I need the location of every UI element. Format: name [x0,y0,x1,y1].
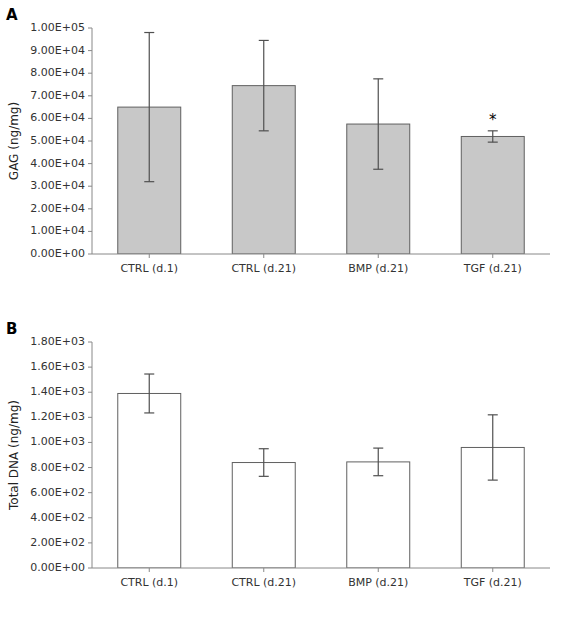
y-tick [88,517,92,518]
y-tick-label: 2.00E+02 [30,536,85,549]
y-tick-label: 0.00E+00 [30,561,85,574]
y-tick [88,118,92,119]
y-tick-label: 1.00E+04 [30,224,85,237]
y-tick-label: 5.00E+04 [30,134,85,147]
y-tick [88,50,92,51]
error-bar [488,415,498,480]
y-axis-label: Total DNA (ng/mg) [7,400,21,511]
x-tick [378,568,379,572]
y-tick [88,442,92,443]
bar [347,462,410,568]
y-tick [88,163,92,164]
y-tick-label: 1.00E+03 [30,435,85,448]
x-tick [149,254,150,258]
y-tick [88,367,92,368]
x-tick [263,254,264,258]
x-axis [92,254,550,255]
x-tick-label: TGF (d.21) [463,576,522,589]
y-axis [92,28,93,254]
bar [118,393,181,568]
y-tick [88,73,92,74]
y-tick-label: 1.20E+03 [30,410,85,423]
annotation: * [489,111,497,129]
y-tick-label: 7.00E+04 [30,89,85,102]
y-tick-label: 1.00E+05 [30,21,85,34]
x-tick [492,568,493,572]
chart-figure: 0.00E+00 1.00E+04 2.00E+04 3.00E+04 4.00E+04… [0,0,565,627]
y-tick-label: 1.40E+03 [30,385,85,398]
x-tick-label: CTRL (d.21) [231,576,296,589]
y-tick [88,141,92,142]
x-tick-label: BMP (d.21) [348,576,408,589]
error-bar [373,79,383,169]
x-tick-label: CTRL (d.1) [120,262,178,275]
x-tick-label: CTRL (d.1) [120,576,178,589]
y-tick [88,254,92,255]
y-tick [88,542,92,543]
panel: 0.00E+00 1.00E+04 2.00E+04 3.00E+04 4.00E+04… [6,6,550,275]
y-tick-label: 1.80E+03 [30,335,85,348]
y-tick-label: 9.00E+04 [30,44,85,57]
y-tick-label: 2.00E+04 [30,202,85,215]
panel: 0.00E+00 2.00E+02 4.00E+02 6.00E+02 8.00E+02… [6,320,550,589]
x-tick [263,568,264,572]
y-tick-label: 3.00E+04 [30,179,85,192]
y-tick-label: 1.60E+03 [30,360,85,373]
y-tick [88,392,92,393]
bars [118,33,524,254]
y-axis [92,342,93,568]
y-tick-label: 6.00E+02 [30,486,85,499]
y-tick-label: 4.00E+04 [30,157,85,170]
y-tick [88,492,92,493]
y-tick-label: 6.00E+04 [30,111,85,124]
x-tick-label: BMP (d.21) [348,262,408,275]
y-tick-label: 4.00E+02 [30,511,85,524]
y-tick-label: 8.00E+04 [30,66,85,79]
y-tick [88,208,92,209]
y-tick [88,28,92,29]
bars [118,374,524,568]
y-tick [88,342,92,343]
y-tick [88,186,92,187]
bar [461,136,524,254]
y-tick [88,95,92,96]
error-bar [144,374,154,413]
error-bar [259,40,269,130]
x-tick [149,568,150,572]
error-bar [373,448,383,476]
x-tick [492,254,493,258]
bar [232,463,295,568]
x-tick-label: CTRL (d.21) [231,262,296,275]
y-tick [88,467,92,468]
x-axis [92,568,550,569]
x-tick-label: TGF (d.21) [463,262,522,275]
y-axis-label: GAG (ng/mg) [7,102,21,180]
y-tick-label: 8.00E+02 [30,461,85,474]
error-bar [488,131,498,142]
error-bar [259,449,269,477]
y-tick [88,568,92,569]
x-tick [378,254,379,258]
y-tick [88,231,92,232]
y-tick [88,417,92,418]
panel-label: A [6,6,18,24]
panel-label: B [6,320,17,338]
error-bar [144,33,154,182]
y-tick-label: 0.00E+00 [30,247,85,260]
